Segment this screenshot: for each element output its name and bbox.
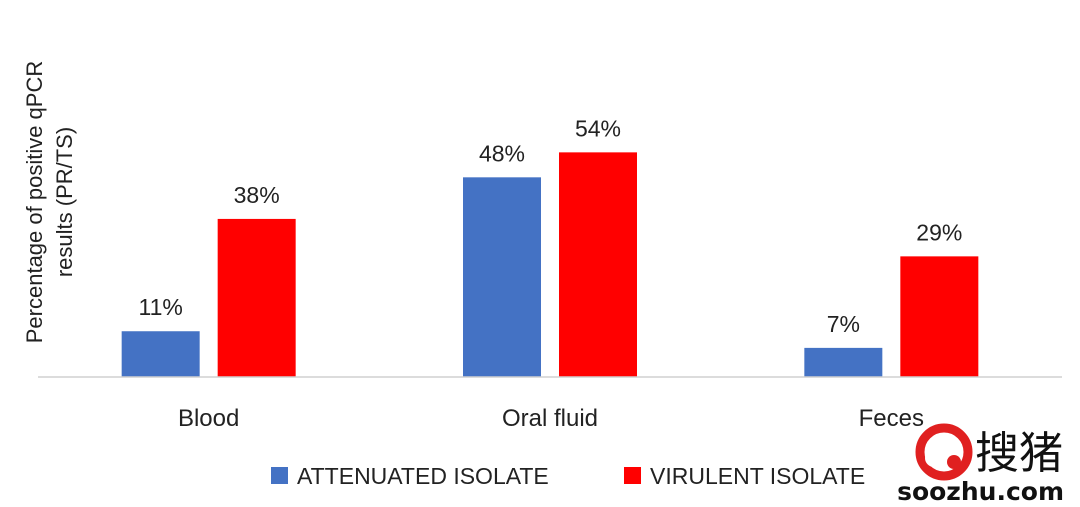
legend: ATTENUATED ISOLATE VIRULENT ISOLATE (271, 463, 865, 489)
bar-virulent-oral-fluid (559, 152, 637, 377)
bar-attenuated-oral-fluid (463, 177, 541, 377)
bar-virulent-blood (217, 218, 296, 377)
legend-label: VIRULENT ISOLATE (650, 463, 865, 489)
bar-attenuated-blood (121, 331, 200, 377)
category-label: Oral fluid (502, 405, 598, 432)
y-axis-label-line-1: Percentage of positive qPCR (22, 61, 47, 344)
category-labels-group: Blood Oral fluid Feces (178, 405, 924, 432)
data-label: 38% (234, 182, 280, 208)
bar-attenuated-feces (804, 347, 883, 377)
data-label: 11% (139, 294, 183, 320)
watermark-url-text: soozhu.com (897, 477, 1064, 506)
bar-virulent-feces (900, 256, 979, 377)
data-label: 7% (827, 311, 860, 337)
y-axis-label-line-2: results (PR/TS) (52, 127, 77, 277)
data-label: 48% (479, 140, 525, 166)
data-label: 29% (916, 219, 962, 245)
watermark: 搜猪 soozhu.com (897, 423, 1064, 506)
data-labels-group: 11% 38% 48% 54% 7% 29% (139, 115, 963, 337)
category-label: Feces (859, 405, 924, 432)
watermark-logo-icon (915, 423, 973, 481)
legend-label: ATTENUATED ISOLATE (297, 463, 549, 489)
legend-swatch (271, 467, 288, 484)
legend-swatch (624, 467, 641, 484)
watermark-chinese-text: 搜猪 (975, 428, 1063, 479)
y-axis-label: Percentage of positive qPCR results (PR/T… (22, 61, 77, 344)
data-label: 54% (575, 115, 621, 141)
bars-group (121, 152, 979, 377)
category-label: Blood (178, 405, 239, 432)
